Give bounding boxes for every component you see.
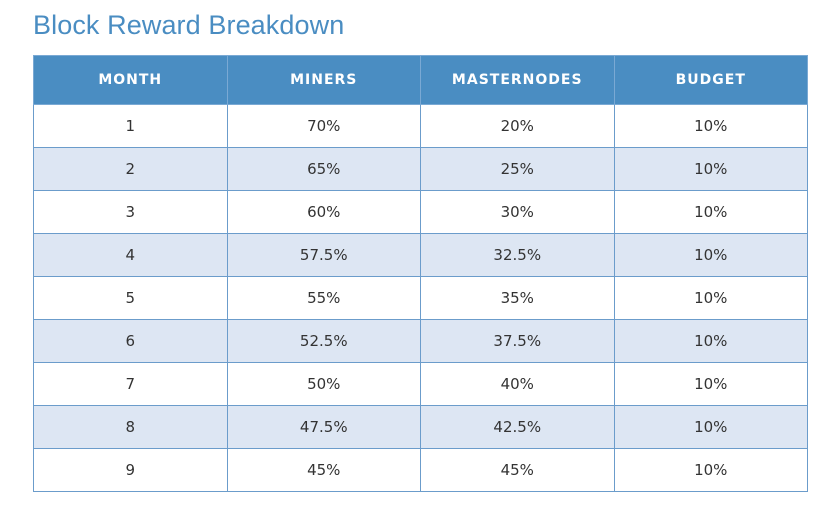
cell-miners: 52.5% — [226, 319, 421, 363]
page-title: Block Reward Breakdown — [33, 10, 345, 40]
cell-miners: 47.5% — [226, 405, 421, 449]
table-row: 9 45% 45% 10% — [33, 448, 808, 492]
cell-month: 5 — [33, 276, 228, 320]
cell-budget: 10% — [613, 190, 808, 234]
table-row: 8 47.5% 42.5% 10% — [33, 405, 808, 449]
cell-month: 2 — [33, 147, 228, 191]
cell-month: 8 — [33, 405, 228, 449]
cell-budget: 10% — [613, 233, 808, 277]
cell-miners: 70% — [226, 104, 421, 148]
cell-budget: 10% — [613, 104, 808, 148]
header-budget: BUDGET — [613, 55, 808, 105]
cell-month: 1 — [33, 104, 228, 148]
cell-masternodes: 25% — [420, 147, 615, 191]
cell-month: 3 — [33, 190, 228, 234]
header-month: MONTH — [33, 55, 228, 105]
cell-month: 9 — [33, 448, 228, 492]
cell-masternodes: 30% — [420, 190, 615, 234]
cell-month: 7 — [33, 362, 228, 406]
cell-masternodes: 40% — [420, 362, 615, 406]
cell-miners: 57.5% — [226, 233, 421, 277]
table-row: 2 65% 25% 10% — [33, 147, 808, 191]
cell-masternodes: 37.5% — [420, 319, 615, 363]
cell-month: 4 — [33, 233, 228, 277]
cell-budget: 10% — [613, 405, 808, 449]
cell-miners: 60% — [226, 190, 421, 234]
table-header-row: MONTH MINERS MASTERNODES BUDGET — [33, 55, 808, 105]
cell-miners: 65% — [226, 147, 421, 191]
cell-month: 6 — [33, 319, 228, 363]
table-row: 7 50% 40% 10% — [33, 362, 808, 406]
table-row: 3 60% 30% 10% — [33, 190, 808, 234]
cell-masternodes: 35% — [420, 276, 615, 320]
block-reward-table: MONTH MINERS MASTERNODES BUDGET 1 70% 20… — [33, 55, 808, 492]
cell-masternodes: 32.5% — [420, 233, 615, 277]
table-row: 1 70% 20% 10% — [33, 104, 808, 148]
cell-budget: 10% — [613, 362, 808, 406]
cell-miners: 45% — [226, 448, 421, 492]
cell-budget: 10% — [613, 319, 808, 363]
header-miners: MINERS — [226, 55, 421, 105]
cell-budget: 10% — [613, 147, 808, 191]
table-row: 4 57.5% 32.5% 10% — [33, 233, 808, 277]
cell-masternodes: 20% — [420, 104, 615, 148]
table-row: 5 55% 35% 10% — [33, 276, 808, 320]
cell-budget: 10% — [613, 276, 808, 320]
header-masternodes: MASTERNODES — [420, 55, 615, 105]
table-row: 6 52.5% 37.5% 10% — [33, 319, 808, 363]
cell-miners: 55% — [226, 276, 421, 320]
cell-budget: 10% — [613, 448, 808, 492]
cell-miners: 50% — [226, 362, 421, 406]
cell-masternodes: 45% — [420, 448, 615, 492]
cell-masternodes: 42.5% — [420, 405, 615, 449]
